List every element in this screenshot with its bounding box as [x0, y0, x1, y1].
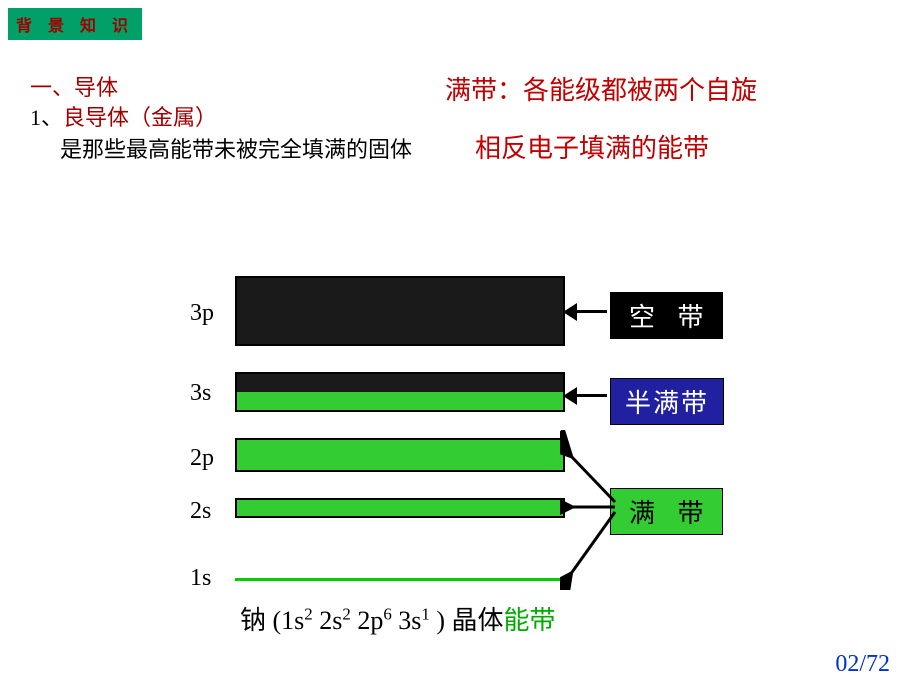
- band-3p: [235, 276, 565, 346]
- arrow-3p-shaft: [575, 310, 607, 313]
- arrow-3p-head: [563, 303, 577, 321]
- label-3s: 3s: [190, 380, 211, 407]
- section-title: 一、导体: [30, 70, 118, 102]
- arrow-3s-head: [563, 387, 577, 405]
- full-band-arrows: [560, 430, 640, 590]
- band-2p: [235, 438, 565, 472]
- band-2s: [235, 498, 565, 518]
- label-2p: 2p: [190, 445, 214, 472]
- energy-band-diagram: 3p 3s 2p 2s 1s 空 带 半满带 满 带 钠 (: [180, 270, 800, 630]
- item-1-a: 良导体（金属）: [63, 105, 217, 130]
- note-line2: 相反电子填满的能带: [475, 128, 709, 170]
- badge-text: 背 景 知 识: [16, 18, 134, 35]
- page-number: 02/72: [835, 651, 890, 678]
- item-1-num: 1、: [30, 105, 63, 130]
- label-2s: 2s: [190, 498, 211, 525]
- note-line1: 满带：各能级都被两个自旋: [445, 70, 757, 112]
- caption-tail: 能带: [504, 606, 556, 635]
- label-1s: 1s: [190, 565, 211, 592]
- item-1-line: 1、良导体（金属）: [30, 100, 217, 135]
- label-3p: 3p: [190, 300, 214, 327]
- band-3s: [235, 372, 565, 412]
- arrow-3s-shaft: [575, 394, 607, 397]
- item-1-b: 是那些最高能带未被完全填满的固体: [60, 132, 412, 167]
- band-3s-empty-half: [237, 374, 563, 392]
- diagram-caption: 钠 (1s2 2s2 2p6 3s1 ) 晶体能带: [240, 600, 556, 637]
- header-badge: 背 景 知 识: [8, 8, 142, 40]
- band-3s-filled-half: [237, 392, 563, 410]
- tag-empty-band: 空 带: [610, 292, 723, 339]
- tag-half-band: 半满带: [610, 378, 724, 425]
- band-1s-line: [235, 578, 569, 581]
